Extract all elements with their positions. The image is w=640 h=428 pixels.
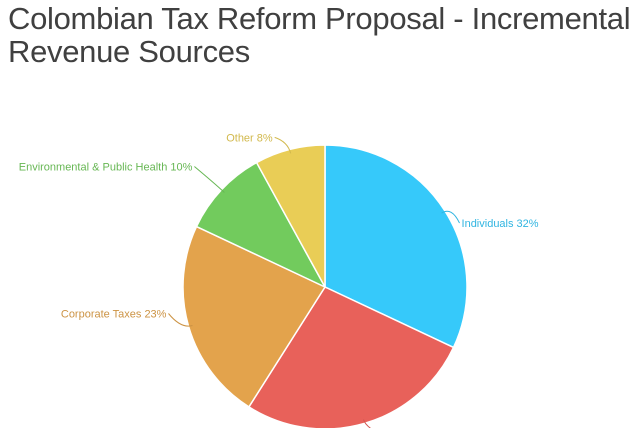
chart-title: Colombian Tax Reform Proposal - Incremen… [8, 1, 631, 69]
leader-other [274, 136, 292, 154]
leader-individuals [441, 210, 460, 224]
pie-slices [182, 144, 468, 428]
slice-individuals[interactable] [324, 144, 468, 349]
label-leaders [168, 136, 460, 428]
label-corporate-taxes: Corporate Taxes 23% [61, 309, 167, 321]
label-individuals: Individuals 32% [462, 218, 539, 230]
leader-environmental-public-health [194, 166, 225, 193]
leader-corporate-taxes [168, 313, 193, 327]
label-other: Other 8% [226, 132, 273, 144]
slice-commodities-exports[interactable] [247, 286, 455, 428]
leader-commodities-exports [363, 419, 371, 428]
slice-labels: Individuals 32%Commodities Exports 27%Co… [19, 132, 539, 321]
label-environmental-public-health: Environmental & Public Health 10% [19, 162, 193, 174]
